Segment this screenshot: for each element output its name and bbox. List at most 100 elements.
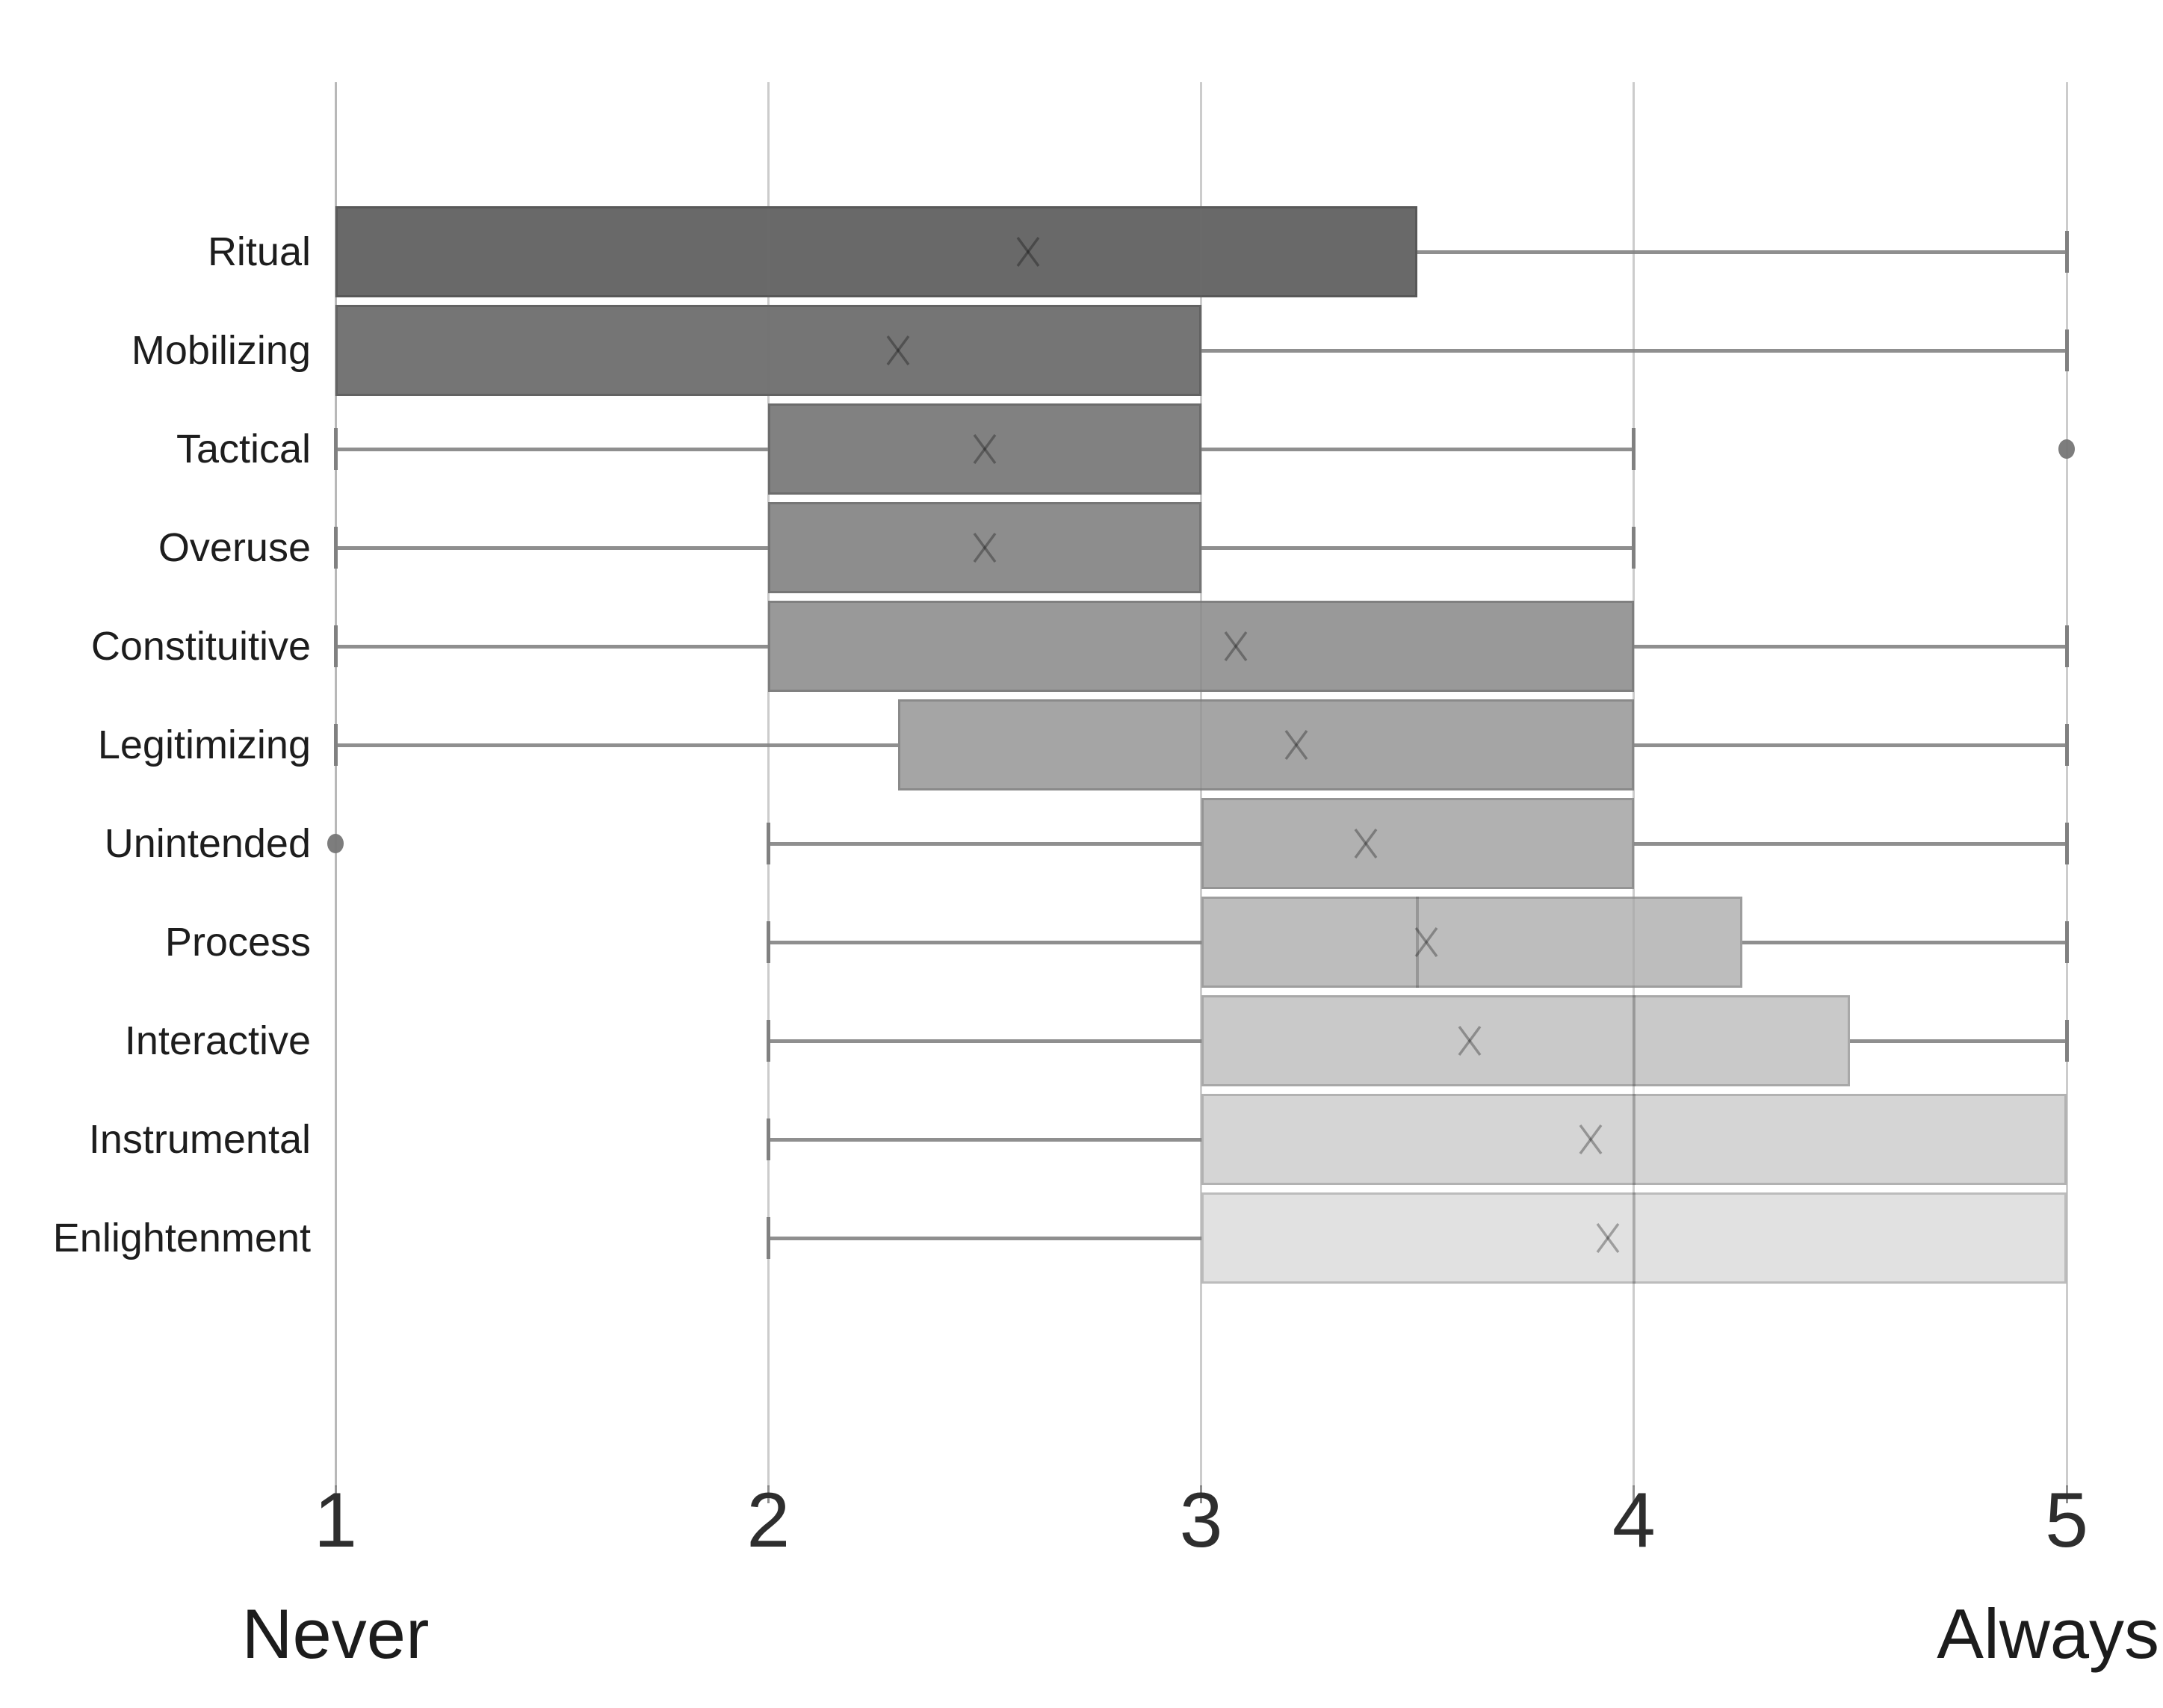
whisker-cap-process [2064,921,2069,963]
box-unintended [1201,798,1634,889]
whisker-overuse [335,545,769,550]
axis-tick-3 [1200,1485,1202,1503]
gridline-1 [334,82,337,1487]
whisker-tactical [1201,447,1634,451]
x-axis-label-never: Never [241,1594,430,1673]
whisker-process [768,940,1201,944]
x-mean-icon [973,532,997,563]
whisker-cap-ritual [2064,231,2069,273]
box-mobilizing [335,305,1201,396]
x-mean-icon [1458,1025,1482,1056]
whisker-unintended [1633,841,2067,846]
mean-marker-ritual [1011,235,1045,269]
whisker-mobilizing [1201,348,2067,353]
mean-marker-unintended [1349,826,1383,861]
box-enlightenment [1201,1192,2067,1284]
whisker-interactive [1850,1039,2067,1043]
whisker-cap-instrumental [766,1118,770,1160]
x-mean-icon [1579,1124,1603,1155]
gridline-overlay-3 [1200,82,1202,1487]
category-label-overuse: Overuse [158,525,311,570]
mean-marker-process [1409,925,1443,959]
x-tick-label-5: 5 [2045,1477,2088,1564]
mean-marker-instrumental [1573,1122,1608,1157]
axis-tick-4 [1633,1485,1636,1503]
x-tick-label-3: 3 [1179,1477,1223,1564]
x-axis-label-always: Always [1937,1594,2159,1673]
whisker-unintended [768,841,1201,846]
axis-tick-1 [334,1485,337,1503]
mean-marker-overuse [968,530,1002,565]
category-label-instrumental: Instrumental [88,1117,311,1162]
gridline-4 [1633,82,1636,1487]
whisker-constituitive [335,644,769,649]
box-overuse [768,502,1201,593]
x-mean-icon [886,335,910,366]
box-instrumental [1201,1094,2067,1185]
x-tick-label-2: 2 [746,1477,790,1564]
box-legitimizing [898,699,1634,790]
category-label-mobilizing: Mobilizing [131,328,311,373]
whisker-interactive [768,1039,1201,1043]
gridline-2 [767,82,770,1487]
whisker-cap-overuse [333,527,338,569]
outlier-dot-unintended [327,834,344,853]
x-mean-icon [1596,1222,1620,1254]
category-label-tactical: Tactical [176,427,311,471]
axis-tick-2 [767,1485,770,1503]
x-mean-icon [1016,236,1040,267]
whisker-tactical [335,447,769,451]
mean-marker-interactive [1452,1024,1487,1058]
category-label-enlightenment: Enlightenment [52,1216,311,1260]
whisker-constituitive [1633,644,2067,649]
box-ritual [335,206,1418,297]
gridline-overlay-4 [1633,82,1636,1487]
whisker-cap-enlightenment [766,1217,770,1259]
whisker-instrumental [768,1137,1201,1142]
mean-marker-constituitive [1219,629,1253,663]
category-label-process: Process [164,920,311,965]
category-label-unintended: Unintended [104,821,311,866]
whisker-enlightenment [768,1236,1201,1240]
box-process [1201,897,1742,988]
whisker-legitimizing [1633,743,2067,747]
median-line-process [1416,897,1420,988]
category-label-interactive: Interactive [124,1018,311,1063]
gridline-overlay-1 [334,82,337,1487]
x-mean-icon [973,433,997,465]
whisker-cap-tactical [333,428,338,470]
x-mean-icon [1414,926,1438,958]
category-label-legitimizing: Legitimizing [97,723,311,767]
whisker-cap-interactive [766,1020,770,1062]
x-tick-label-4: 4 [1612,1477,1656,1564]
whisker-cap-constituitive [333,625,338,667]
whisker-cap-interactive [2064,1020,2069,1062]
x-mean-icon [1354,828,1378,859]
category-label-constituitive: Constituitive [90,624,311,669]
box-constituitive [768,601,1634,692]
median-line-enlightenment [1632,1192,1636,1284]
whisker-cap-tactical [1632,428,1636,470]
x-mean-icon [1224,631,1248,662]
whisker-legitimizing [335,743,899,747]
gridline-overlay-5 [2065,82,2068,1487]
gridline-overlay-2 [767,82,770,1487]
whisker-cap-unintended [2064,823,2069,864]
whisker-ritual [1417,250,2067,254]
whisker-cap-constituitive [2064,625,2069,667]
box-tactical [768,403,1201,495]
median-line-interactive [1632,995,1636,1086]
box-interactive [1201,995,1851,1086]
whisker-cap-mobilizing [2064,329,2069,371]
whisker-process [1742,940,2067,944]
whisker-cap-legitimizing [333,724,338,766]
axis-tick-5 [2065,1485,2068,1503]
whisker-cap-overuse [1632,527,1636,569]
gridline-5 [2065,82,2068,1487]
median-line-instrumental [1632,1094,1636,1185]
whisker-cap-process [766,921,770,963]
mean-marker-mobilizing [881,333,915,368]
whisker-cap-unintended [766,823,770,864]
x-mean-icon [1284,729,1308,761]
